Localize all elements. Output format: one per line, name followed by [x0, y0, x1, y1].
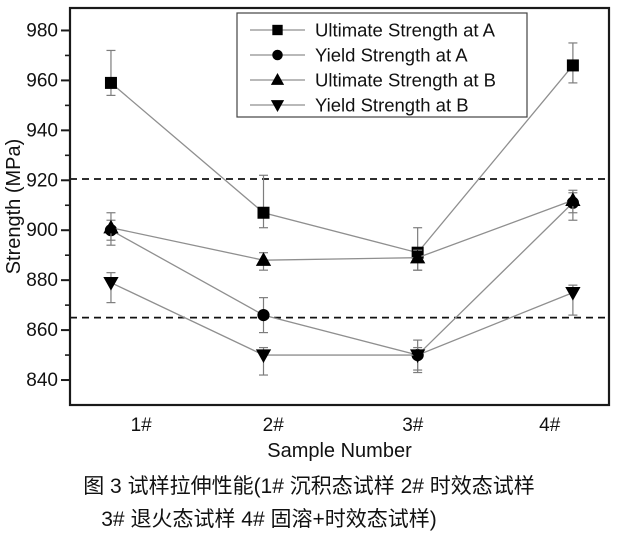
caption-line-1: 图 3 试样拉伸性能(1# 沉积态试样 2# 时效态试样 [83, 475, 535, 498]
y-tick-label: 920 [26, 170, 58, 191]
square-marker [104, 76, 117, 89]
figure-caption: 图 3 试样拉伸性能(1# 沉积态试样 2# 时效态试样 3# 退火态试样 4#… [0, 471, 618, 536]
y-tick-label: 880 [26, 270, 58, 291]
legend-label: Ultimate Strength at A [315, 20, 496, 41]
y-axis-title: Strength (MPa) [3, 139, 25, 275]
y-tick-label: 940 [26, 120, 58, 141]
circle-icon [272, 49, 283, 61]
y-tick-label: 840 [26, 370, 58, 391]
legend-label: Ultimate Strength at B [315, 70, 496, 91]
y-tick-label: 960 [26, 70, 58, 91]
y-axis: 840 860 880 900 920 940 960 980 [26, 20, 70, 391]
error-bar [259, 174, 269, 229]
x-tick-label: 4# [539, 415, 561, 436]
square-marker [257, 206, 270, 219]
square-icon [272, 24, 283, 36]
x-axis: 1# 2# 3# 4# [131, 415, 561, 436]
legend: Ultimate Strength at A Yield Strength at … [236, 12, 528, 118]
circle-marker [257, 309, 270, 322]
y-tick-label: 980 [26, 20, 58, 41]
legend-item-yield-strength-at-a: Yield Strength at A [250, 45, 468, 66]
triangle-down-icon [270, 100, 285, 112]
strength-chart: 840 860 880 900 920 940 960 980 1# 2# 3# 4# Sample N… [3, 6, 611, 462]
plot-border [68, 6, 611, 407]
legend-label: Yield Strength at A [315, 45, 468, 66]
x-tick-label: 2# [263, 415, 285, 436]
series-line [110, 282, 574, 356]
x-tick-label: 1# [131, 415, 153, 436]
triangle-down-marker [255, 349, 272, 364]
triangle-up-marker [255, 252, 272, 266]
y-tick-label: 900 [26, 220, 58, 241]
triangle-up-icon [270, 73, 285, 85]
series-yield-strength-at-a [104, 192, 579, 371]
series-line [110, 199, 574, 261]
legend-item-ultimate-strength-at-b: Ultimate Strength at B [250, 70, 496, 91]
triangle-down-marker [565, 286, 581, 301]
series-yield-strength-at-b [103, 272, 581, 376]
reference-lines [70, 178, 609, 319]
y-tick-label: 860 [26, 320, 58, 341]
triangle-down-marker [410, 349, 426, 364]
series-line [110, 202, 574, 356]
triangle-up-marker [410, 249, 426, 264]
triangle-up-marker [565, 192, 581, 206]
legend-item-ultimate-strength-at-a: Ultimate Strength at A [250, 20, 496, 41]
series-ultimate-strength-at-b [103, 189, 581, 271]
legend-label: Yield Strength at B [315, 95, 469, 116]
series-line [110, 65, 574, 254]
x-tick-label: 3# [402, 415, 424, 436]
x-axis-title: Sample Number [267, 440, 412, 462]
triangle-up-marker [103, 219, 119, 234]
caption-line-2: 3# 退火态试样 4# 固溶+时效态试样) [101, 507, 437, 531]
legend-item-yield-strength-at-b: Yield Strength at B [250, 95, 469, 116]
square-marker [566, 59, 579, 72]
triangle-down-marker [103, 276, 119, 291]
